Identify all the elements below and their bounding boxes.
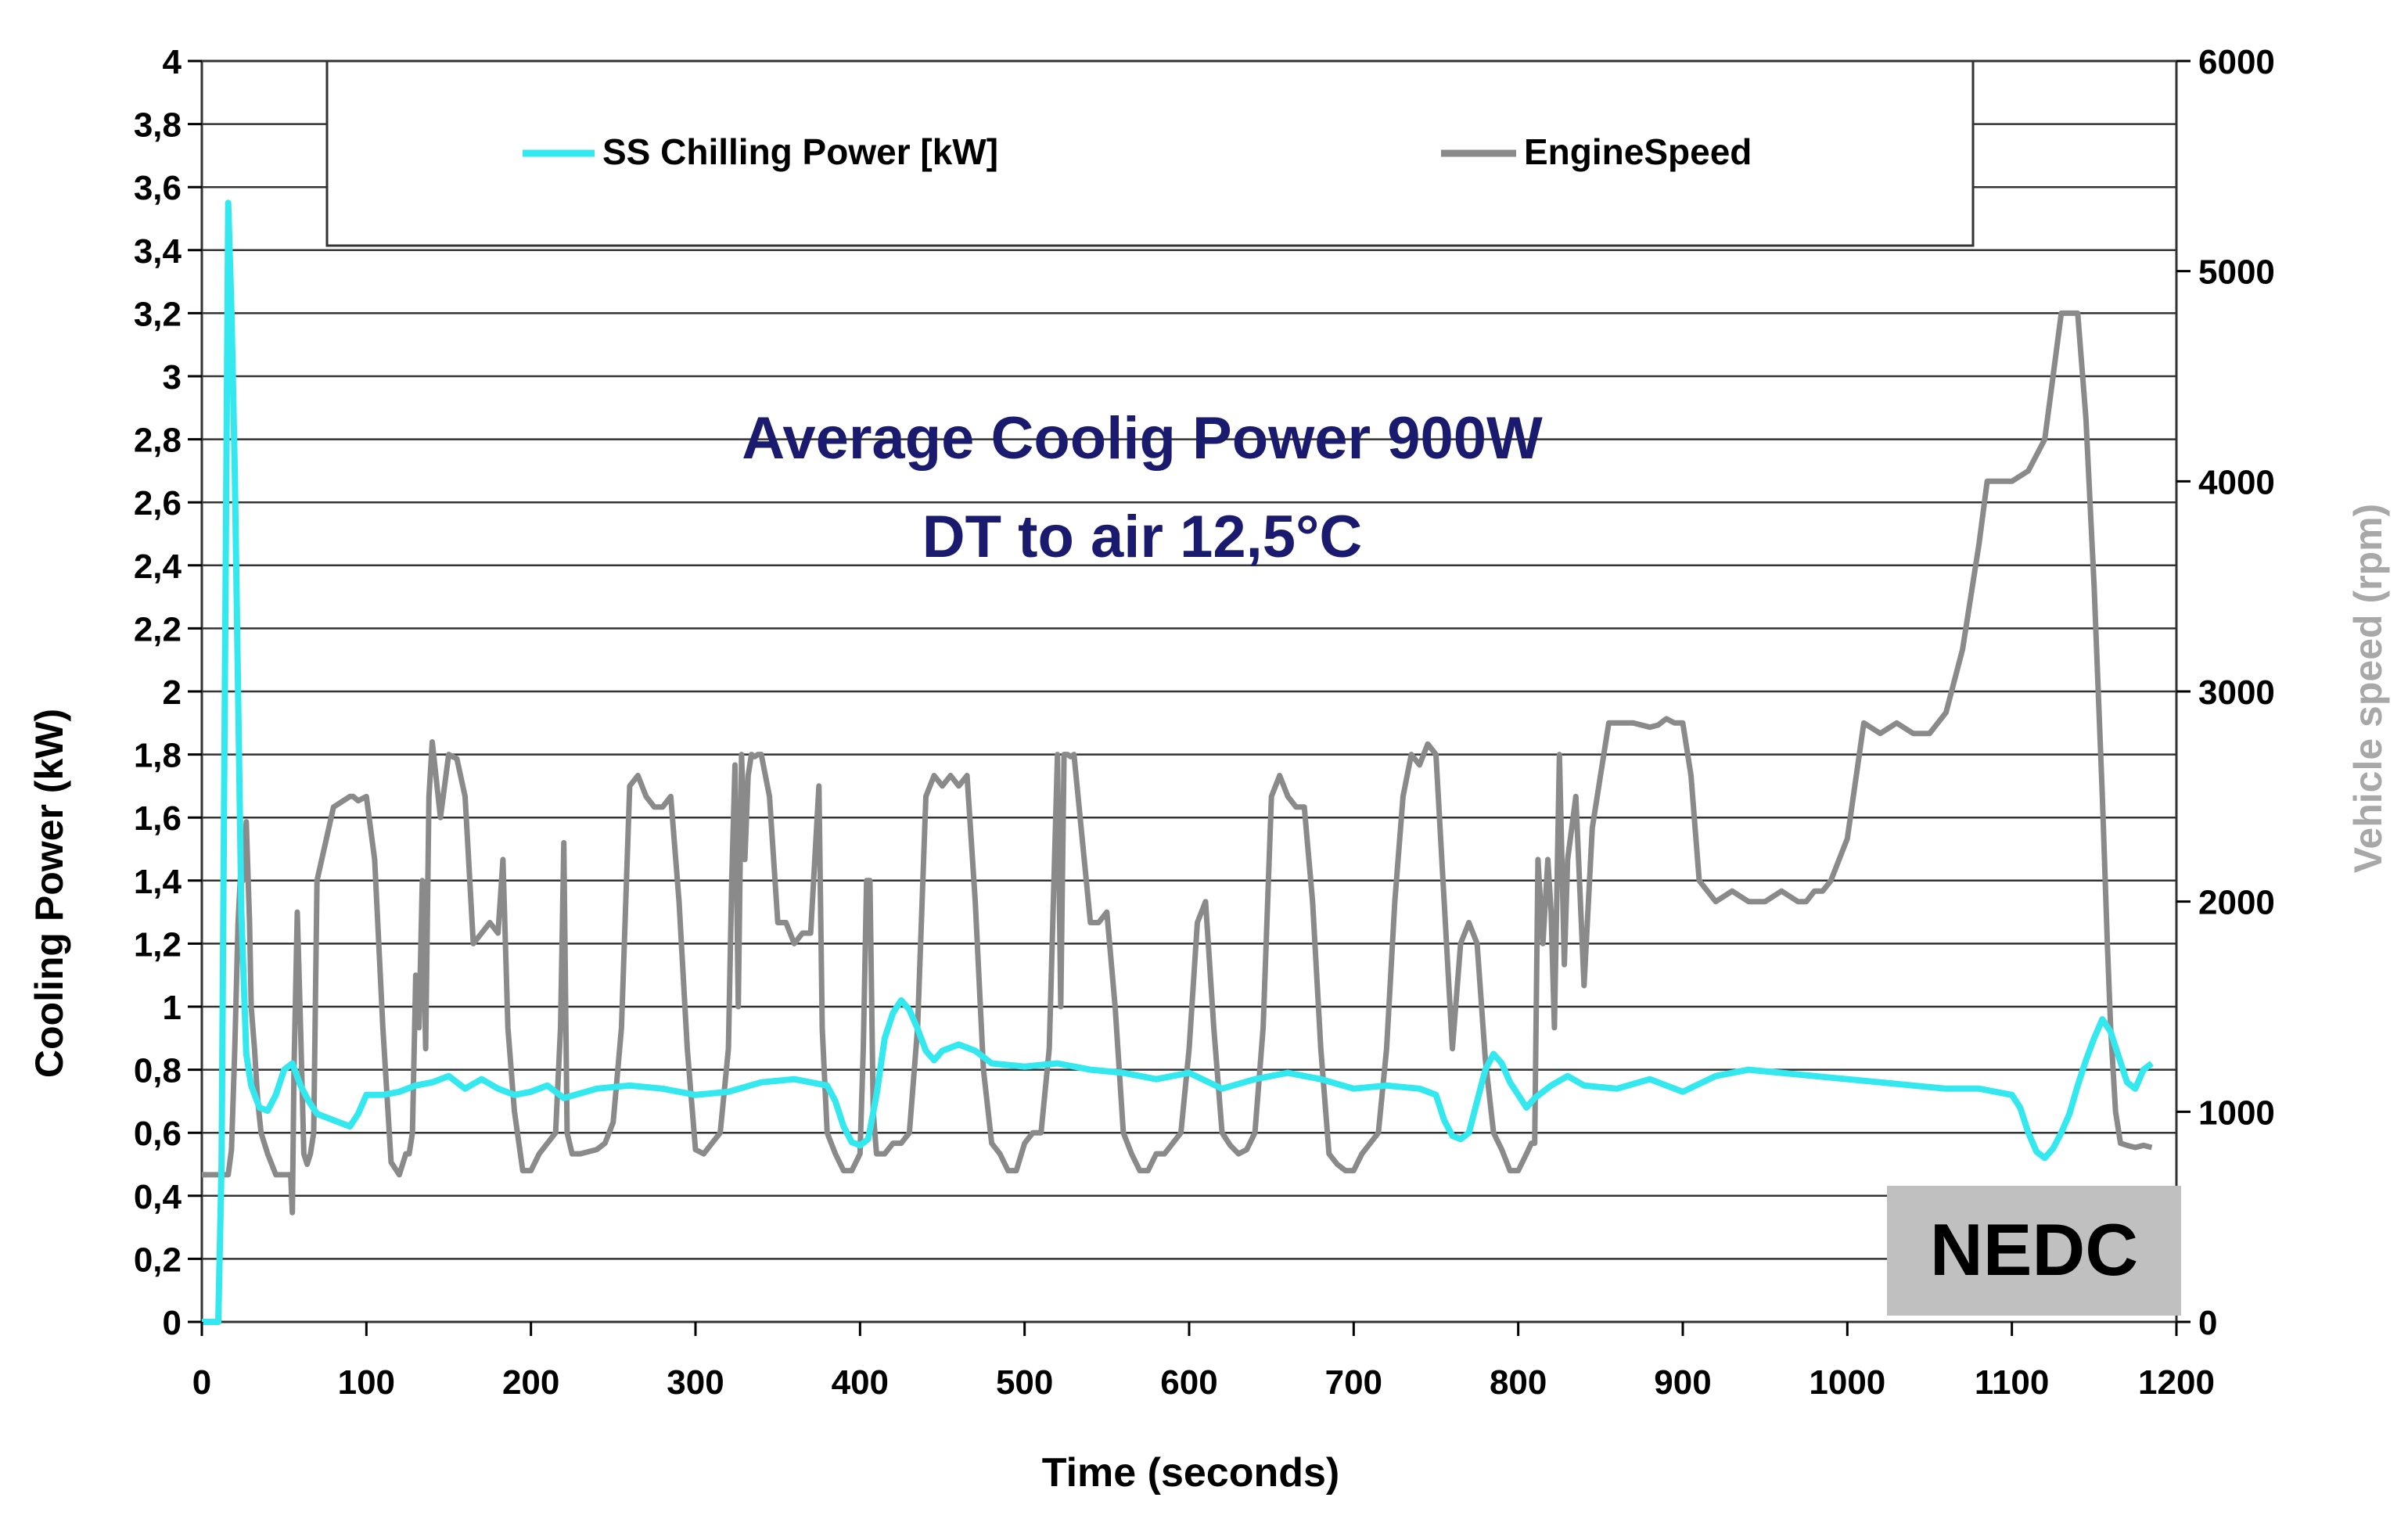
y2-tick-label-6: 6000: [2198, 43, 2275, 81]
x-tick-label-0: 0: [192, 1363, 211, 1402]
series-line-engine-speed: [202, 310, 2153, 1216]
legend-box: SS Chilling Power [kW] EngineSpeed: [325, 59, 1975, 247]
y2-tick-label-1: 1000: [2198, 1093, 2275, 1132]
y-tick-label-6: 1,2: [134, 925, 181, 964]
series-layer: [202, 199, 2154, 1325]
y-tick-label-13: 2,6: [134, 484, 181, 522]
x-tick-label-8: 800: [1490, 1363, 1547, 1402]
y-tick-label-14: 2,8: [134, 422, 181, 460]
chart-title: Average Coolig Power 900W: [742, 405, 1543, 472]
nedc-badge-label: NEDC: [1930, 1208, 2138, 1291]
legend-label-chilling: SS Chilling Power [kW]: [602, 131, 998, 172]
y-tick-label-1: 0,2: [134, 1241, 181, 1279]
y2-axis-title: Vehicle speed (rpm): [2346, 504, 2390, 873]
x-tick-label-11: 1100: [1975, 1363, 2049, 1402]
legend-label-engine: EngineSpeed: [1524, 131, 1752, 172]
y-tick-label-12: 2,4: [134, 548, 182, 586]
grid: [202, 59, 2176, 1323]
y-tick-label-18: 3,6: [134, 169, 181, 207]
y2-tick-label-0: 0: [2198, 1304, 2217, 1342]
x-tick-label-1: 100: [338, 1363, 395, 1402]
y2-tick-label-4: 4000: [2198, 463, 2275, 501]
axes: 0 0,2 0,4 0,6 0,8 1 1,2 1,4 1,6 1,8 2 2,2 2,4 2,6 2,8 3…: [134, 43, 2275, 1402]
y-tick-label-15: 3: [163, 358, 181, 397]
y-tick-label-8: 1,6: [134, 799, 181, 838]
x-tick-label-9: 900: [1654, 1363, 1711, 1402]
legend-background: [325, 59, 1975, 247]
x-tick-label-4: 400: [832, 1363, 889, 1402]
y-tick-label-16: 3,2: [134, 295, 181, 333]
y2-tick-label-5: 5000: [2198, 253, 2275, 292]
y-tick-label-17: 3,4: [134, 232, 182, 271]
y-tick-label-20: 4: [163, 43, 182, 81]
y-tick-label-0: 0: [163, 1304, 181, 1342]
y-tick-label-3: 0,6: [134, 1115, 181, 1153]
series-line-chilling-power: [202, 199, 2154, 1325]
x-tick-label-12: 1200: [2138, 1363, 2215, 1402]
y-tick-label-11: 2,2: [134, 610, 181, 648]
y-tick-label-10: 2: [163, 673, 181, 712]
x-tick-label-2: 200: [502, 1363, 559, 1402]
y-tick-label-4: 0,8: [134, 1052, 181, 1090]
nedc-badge: NEDC: [1887, 1186, 2181, 1316]
y-tick-label-2: 0,4: [134, 1178, 182, 1216]
y2-tick-label-2: 2000: [2198, 884, 2275, 922]
x-tick-label-3: 300: [667, 1363, 724, 1402]
x-tick-label-7: 700: [1325, 1363, 1382, 1402]
y-tick-label-5: 1: [163, 989, 181, 1027]
x-axis-title: Time (seconds): [1042, 1450, 1339, 1496]
y-tick-label-9: 1,8: [134, 737, 181, 775]
chart-subtitle: DT to air 12,5°C: [922, 504, 1363, 570]
x-tick-label-5: 500: [996, 1363, 1053, 1402]
y-axis-title: Cooling Power (kW): [27, 709, 71, 1078]
y-tick-label-7: 1,4: [134, 863, 182, 901]
nedc-badge-background: [1887, 1186, 2181, 1316]
x-tick-label-10: 1000: [1809, 1363, 1885, 1402]
x-tick-label-6: 600: [1160, 1363, 1217, 1402]
y2-tick-label-3: 3000: [2198, 673, 2275, 712]
y-tick-label-19: 3,8: [134, 106, 181, 145]
